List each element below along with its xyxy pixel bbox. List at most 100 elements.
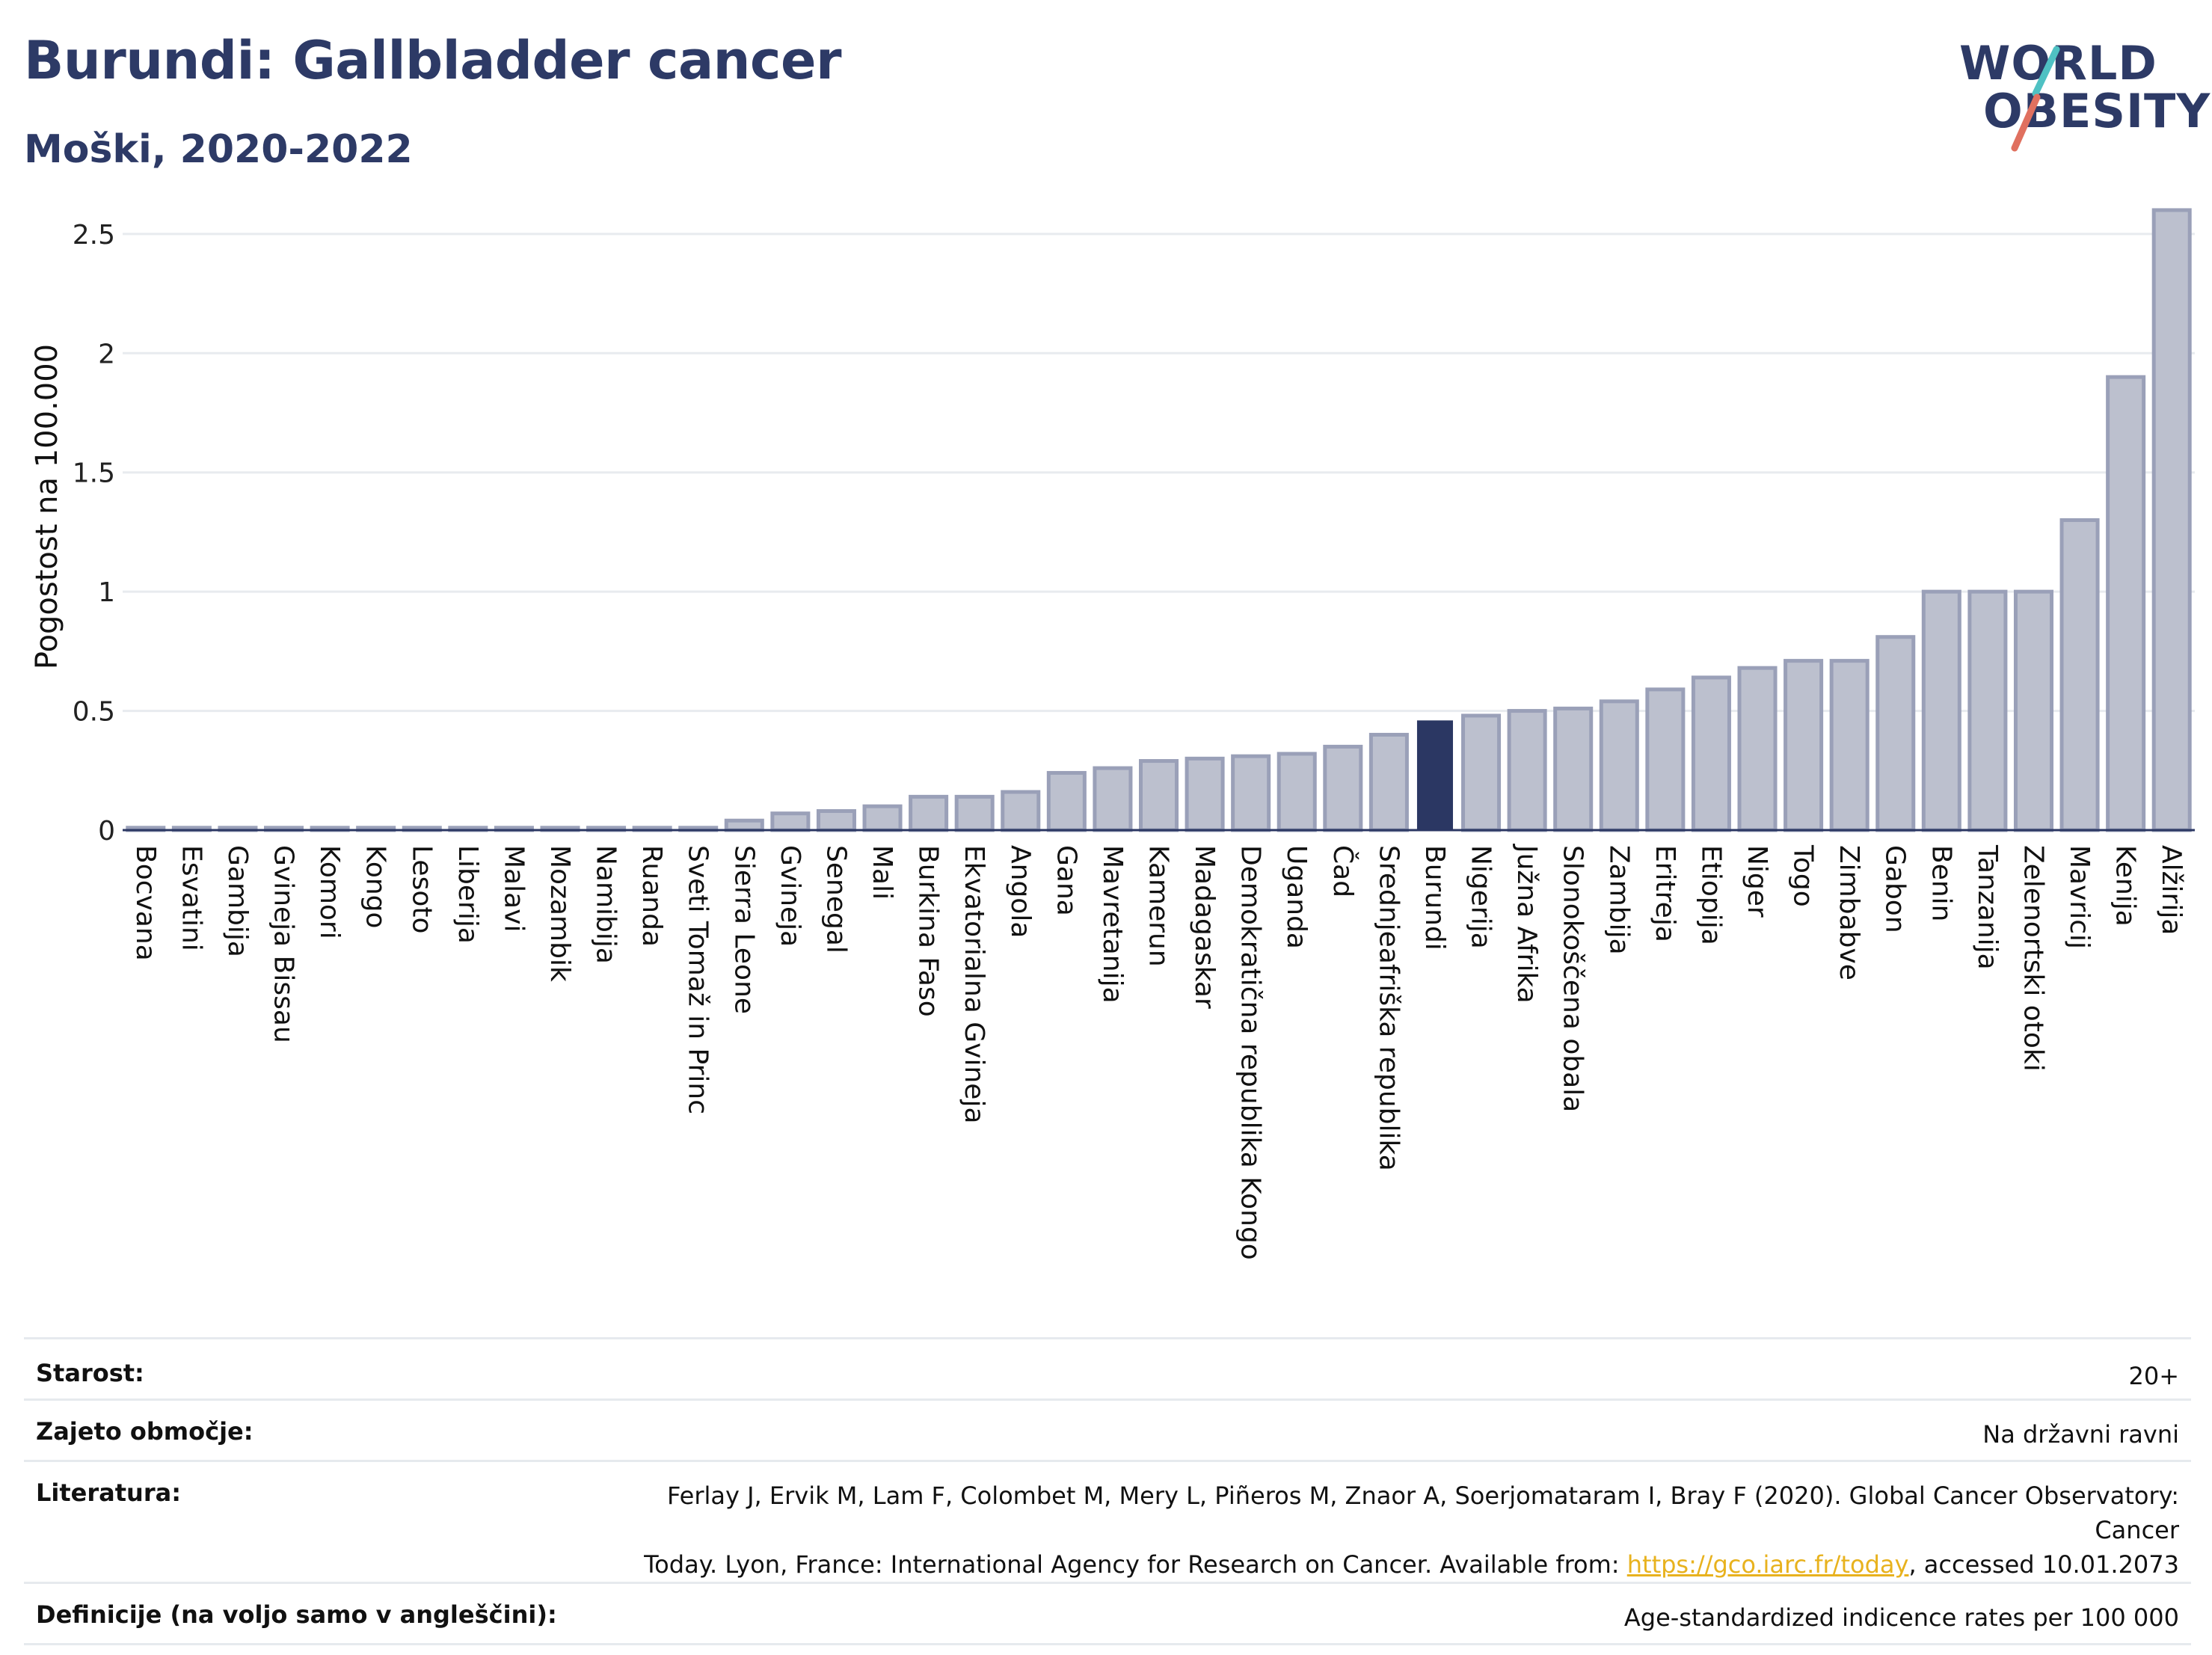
info-row-definitions: Definicije (na voljo samo v angleščini):…: [24, 1582, 2191, 1645]
page-title: Burundi: Gallbladder cancer: [24, 30, 842, 91]
x-tick-label: Kenija: [2110, 845, 2141, 927]
bar: [1046, 770, 1087, 832]
bar: [1691, 675, 1731, 832]
y-tick-label: 1.5: [73, 458, 115, 489]
info-label: Definicije (na voljo samo v angleščini):: [24, 1582, 569, 1645]
info-value: Ferlay J, Ervik M, Lam F, Colombet M, Me…: [568, 1461, 2191, 1584]
x-tick-label: Niger: [1742, 845, 1772, 918]
x-tick-label: Sveti Tomaž in Princ: [683, 845, 713, 1114]
y-tick-label: 2: [98, 339, 115, 369]
x-tick-label: Namibija: [591, 845, 621, 964]
bar: [2013, 589, 2053, 832]
info-label: Literatura:: [24, 1461, 569, 1584]
x-tick-label: Nigerija: [1466, 845, 1496, 949]
info-label: Zajeto območje:: [24, 1399, 569, 1462]
bar: [1093, 766, 1133, 832]
literature-accessed: , accessed 10.01.2073: [1908, 1550, 2179, 1579]
page-subtitle: Moški, 2020-2022: [24, 127, 413, 172]
bar: [1829, 659, 1870, 832]
info-label: Starost:: [24, 1337, 569, 1401]
x-tick-label: Bocvana: [130, 845, 161, 961]
bar: [2106, 375, 2146, 832]
bar: [1737, 666, 1778, 832]
info-table: Starost: 20+ Zajeto območje: Na državni …: [24, 1337, 2191, 1645]
bar: [1967, 589, 2008, 832]
x-tick-label: Lesoto: [406, 845, 437, 934]
x-tick-label: Benin: [1926, 845, 1956, 921]
bar: [1553, 706, 1594, 832]
bar: [1921, 589, 1961, 832]
x-tick-label: Slonokoščena obala: [1558, 845, 1588, 1112]
bar: [724, 818, 764, 832]
x-tick-label: Etiopija: [1695, 845, 1726, 945]
x-tick-label: Uganda: [1281, 845, 1312, 949]
x-tick-label: Srednjeafriška republika: [1373, 845, 1404, 1171]
x-tick-label: Ruanda: [636, 845, 667, 947]
x-tick-label: Demokratična republika Kongo: [1235, 845, 1266, 1260]
x-tick-label: Zimbabve: [1834, 845, 1864, 980]
x-tick-label: Eritreja: [1650, 845, 1680, 942]
x-tick-label: Ekvatorialna Gvineja: [959, 845, 989, 1124]
x-tick-label: Južna Afrika: [1511, 844, 1542, 1004]
literature-line-1: Ferlay J, Ervik M, Lam F, Colombet M, Me…: [667, 1481, 2179, 1544]
x-tick-label: Mavretanija: [1097, 845, 1128, 1004]
logo-slash-icon: [2011, 46, 2060, 152]
x-tick-label: Gana: [1051, 845, 1081, 916]
x-tick-label: Zambija: [1603, 845, 1634, 955]
bar: [862, 804, 903, 832]
y-tick-label: 1: [98, 577, 115, 608]
bar: [1323, 744, 1363, 832]
bar: [770, 811, 811, 832]
x-tick-label: Sierra Leone: [728, 845, 759, 1014]
y-tick-label: 2.5: [73, 220, 115, 251]
bar: [1185, 756, 1225, 832]
bar: [1461, 713, 1502, 832]
y-axis-label: Pogostost na 100.000: [30, 344, 64, 669]
bar: [1138, 759, 1179, 832]
info-row-age: Starost: 20+: [24, 1337, 2191, 1401]
x-tick-label: Zelenortski otoki: [2018, 845, 2048, 1072]
x-tick-label: Alžirija: [2156, 845, 2187, 935]
x-tick-label: Togo: [1788, 844, 1819, 907]
bars: [126, 208, 2192, 832]
bar: [1784, 659, 1824, 832]
y-tick-label: 0: [98, 816, 115, 847]
source-link[interactable]: https://gco.iarc.fr/today: [1626, 1550, 1909, 1579]
x-tick-label: Gvineja: [775, 845, 805, 947]
x-tick-label: Mozambik: [544, 845, 575, 982]
y-axis-ticks: 0 0.5 1 1.5 2 2.5: [73, 220, 115, 847]
bar: [2059, 518, 2100, 832]
info-value: 20+: [568, 1337, 2191, 1401]
x-tick-label: Angola: [1005, 845, 1036, 938]
x-tick-label: Burundi: [1419, 845, 1450, 951]
x-tick-label: Mali: [867, 845, 897, 900]
bar: [1276, 752, 1317, 832]
literature-line-2: Today. Lyon, France: International Agenc…: [644, 1550, 1627, 1579]
bar: [909, 794, 949, 832]
x-tick-label: Gvineja Bissau: [268, 845, 299, 1043]
x-tick-label: Liberija: [452, 845, 483, 944]
world-obesity-logo: WORLD OBESITY: [1944, 22, 2210, 157]
bar: [1001, 790, 1041, 832]
info-row-coverage: Zajeto območje: Na državni ravni: [24, 1399, 2191, 1462]
bar: [1599, 699, 1639, 832]
x-tick-label: Čad: [1327, 845, 1359, 897]
x-tick-label: Malavi: [498, 845, 529, 933]
x-tick-label: Kongo: [360, 845, 391, 929]
x-tick-label: Tanzanija: [1972, 844, 2003, 970]
logo-line-world: WORLD: [1959, 36, 2157, 90]
bar: [1368, 732, 1409, 832]
bar: [1645, 687, 1686, 832]
bar: [816, 808, 856, 832]
info-value: Na državni ravni: [568, 1399, 2191, 1462]
bar: [954, 794, 995, 832]
x-tick-label: Gabon: [1880, 845, 1911, 933]
y-tick-label: 0.5: [73, 697, 115, 728]
x-tick-label: Komori: [314, 845, 345, 939]
bar-chart: 0 0.5 1 1.5 2 2.5 Bocvana Esvatini Gambija Gvine…: [30, 208, 2195, 1260]
x-tick-label: Esvatini: [176, 845, 206, 951]
x-tick-label: Senegal: [820, 845, 851, 954]
info-value: Age-standardized indicence rates per 100…: [568, 1582, 2191, 1645]
bar: [1875, 635, 1916, 832]
bar: [1507, 709, 1547, 832]
